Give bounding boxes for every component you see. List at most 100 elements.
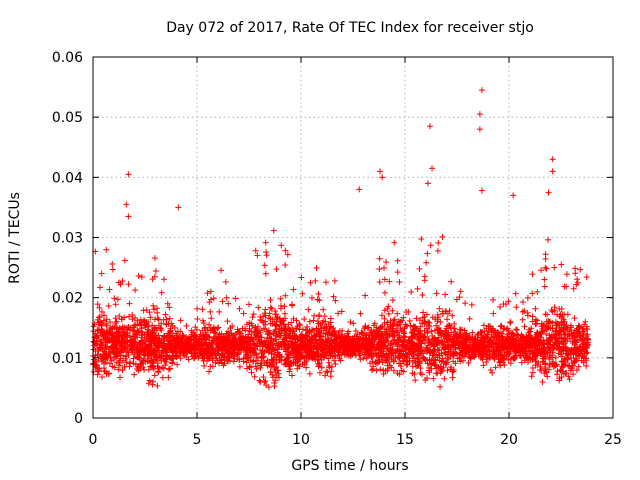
data-point [151,316,158,323]
data-point [235,351,242,358]
data-point [112,301,119,308]
data-point [267,304,274,311]
data-point [307,279,314,286]
data-point [534,288,541,295]
data-point [119,278,126,285]
data-point [207,308,214,315]
data-point [513,326,520,333]
data-point [487,367,494,374]
data-point [327,373,334,380]
chart-title: Day 072 of 2017, Rate Of TEC Index for r… [166,20,534,36]
data-point [468,301,475,308]
data-point [305,306,312,313]
data-point [273,266,280,273]
data-point [541,283,548,290]
data-point [132,287,139,294]
data-point [207,288,214,295]
data-point [529,313,536,320]
data-point [575,363,582,370]
data-point [167,365,174,372]
data-point [288,372,295,379]
data-point [281,310,288,317]
data-point [151,372,158,379]
data-point [98,270,105,277]
data-point [489,296,496,303]
data-point [306,370,313,377]
data-point [332,361,339,368]
data-point [570,351,577,358]
data-point [109,260,116,267]
data-point [183,322,190,329]
data-point [357,310,364,317]
data-point [154,382,161,389]
data-point [328,368,335,375]
data-point [103,246,110,253]
data-point [435,239,442,246]
data-point [199,306,206,313]
data-point [365,324,372,331]
data-point [151,306,158,313]
data-point [433,290,440,297]
data-point [97,284,104,291]
data-point [160,276,167,283]
data-point [138,273,145,280]
data-point [224,318,231,325]
data-point [383,259,390,266]
data-point [166,304,173,311]
data-point [521,323,528,330]
data-point [357,356,364,363]
data-point [194,305,201,312]
data-point [331,357,338,364]
data-point [216,308,223,315]
data-point [363,355,370,362]
data-point [152,255,159,262]
data-point [322,279,329,286]
data-point [204,290,211,297]
data-point [543,330,550,337]
data-point [469,329,476,336]
data-point [249,314,256,321]
data-point [165,366,172,373]
data-point [263,252,270,259]
data-point [316,369,323,376]
data-point [320,306,327,313]
data-point [412,377,419,384]
data-point [566,333,573,340]
data-point [513,304,520,311]
data-point [394,269,401,276]
data-point [123,359,130,366]
data-point [257,316,264,323]
data-point [311,312,318,319]
data-point [381,319,388,326]
data-point [577,266,584,273]
data-point [466,315,473,322]
data-point [524,294,531,301]
data-point [159,374,166,381]
data-points [90,87,592,391]
data-point [406,317,413,324]
data-point [251,373,258,380]
data-point [99,374,106,381]
data-point [121,257,128,264]
data-point [250,311,257,318]
data-point [496,303,503,310]
data-point [396,279,403,286]
data-point [306,318,313,325]
data-point [450,358,457,365]
data-point [248,369,255,376]
data-point [218,267,225,274]
data-point [544,373,551,380]
data-point [164,300,171,307]
data-point [462,300,469,307]
data-point [103,316,110,323]
data-point [263,249,270,256]
data-point [441,375,448,382]
data-point [277,295,284,302]
data-point [260,374,267,381]
data-point [106,286,113,293]
data-point [256,377,263,384]
data-point [135,272,142,279]
data-point [489,369,496,376]
data-point [289,302,296,309]
